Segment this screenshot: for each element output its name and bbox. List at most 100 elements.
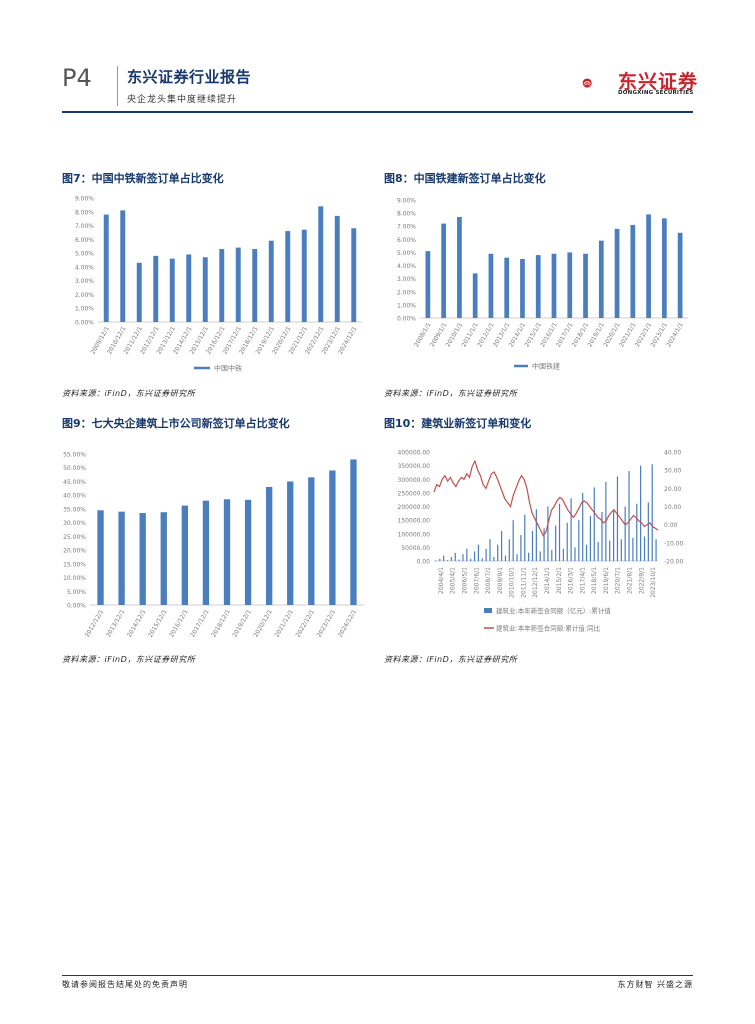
x-tick-label: 2011/11/1 xyxy=(520,567,527,598)
bar xyxy=(504,257,510,318)
bar xyxy=(454,552,456,561)
bar xyxy=(612,509,615,561)
y-tick-label: 5.00% xyxy=(75,251,94,258)
x-tick-label: 2013/12/1 xyxy=(105,608,127,638)
footer-rule xyxy=(62,975,693,976)
x-tick-label: 2007/6/1 xyxy=(473,567,480,594)
x-tick-label: 2022/12/1 xyxy=(295,608,317,638)
bar xyxy=(624,506,626,561)
y-tick-label: 9.00% xyxy=(75,196,94,203)
x-tick-label: 2017/4/1 xyxy=(579,567,586,594)
bar xyxy=(301,229,307,322)
y-right-tick-label: -10.00 xyxy=(664,540,684,547)
bar xyxy=(493,556,495,561)
x-tick-label: 2010/10/1 xyxy=(509,567,516,598)
bar xyxy=(646,214,651,318)
bar xyxy=(223,499,231,605)
logo-subtext: DONGXING SECURITIES xyxy=(618,90,694,96)
bar xyxy=(97,510,104,605)
bar xyxy=(435,560,437,561)
bar xyxy=(558,503,561,561)
figure-8-title: 图8：中国铁建新签订单占比变化 xyxy=(384,172,546,185)
y-tick-label: 1.00% xyxy=(397,302,416,309)
bar xyxy=(636,503,638,561)
y-tick-label: 50.00% xyxy=(63,465,86,472)
x-tick-label: 2018/12/1 xyxy=(210,608,232,638)
y-left-tick-label: 200000.00 xyxy=(398,504,431,511)
bar xyxy=(472,273,478,318)
y-tick-label: 1.00% xyxy=(75,306,94,313)
x-tick-label: 2012/12/1 xyxy=(84,608,106,638)
y-left-tick-label: 400000.00 xyxy=(398,450,431,457)
logo-text: 东兴证券 xyxy=(618,71,699,93)
bar xyxy=(481,558,483,561)
header-rule xyxy=(62,111,693,113)
y-right-tick-label: 0.00 xyxy=(664,522,678,529)
bar xyxy=(609,540,611,561)
bar xyxy=(285,231,291,322)
report-subtitle: 央企龙头集中度继续提升 xyxy=(127,95,238,105)
bar xyxy=(555,525,557,561)
x-tick-label: 2006/5/1 xyxy=(461,567,468,594)
y-tick-label: 30.00% xyxy=(63,520,86,527)
figure-7-title: 图7：中国中铁新签订单占比变化 xyxy=(62,172,224,185)
x-tick-label: 2014/12/1 xyxy=(126,608,148,638)
bar xyxy=(585,544,588,561)
bar xyxy=(235,247,241,322)
x-tick-label: 2017/12/1 xyxy=(189,608,211,638)
bar xyxy=(593,487,595,561)
y-right-tick-label: 40.00 xyxy=(664,450,681,457)
y-tick-label: 0.00% xyxy=(67,603,86,610)
y-tick-label: 0.00% xyxy=(397,316,416,323)
y-tick-label: 40.00% xyxy=(63,493,86,500)
bar xyxy=(489,539,491,561)
bar xyxy=(265,486,273,605)
x-tick-label: 2009/9/1 xyxy=(497,567,504,594)
bar xyxy=(441,223,447,318)
legend-label-bar: 建筑业:本年新签合同额（亿元）:累计值 xyxy=(496,606,611,615)
bar xyxy=(535,255,541,318)
y-tick-label: 5.00% xyxy=(397,250,416,257)
y-tick-label: 3.00% xyxy=(397,276,416,283)
bar xyxy=(186,254,192,322)
x-tick-label: 2005/4/1 xyxy=(450,567,457,594)
figure-9-title: 图9：七大央企建筑上市公司新签订单占比变化 xyxy=(62,417,290,430)
x-tick-label: 2023/10/1 xyxy=(650,567,657,598)
x-tick-label: 2012/12/1 xyxy=(532,567,539,598)
bar xyxy=(446,560,449,561)
bar xyxy=(520,535,522,561)
bar xyxy=(651,464,653,561)
bar xyxy=(103,214,109,322)
bar xyxy=(616,476,619,561)
bar xyxy=(551,550,553,561)
y-tick-label: 8.00% xyxy=(75,209,94,216)
dongxing-logo-icon xyxy=(582,78,592,88)
bar xyxy=(244,499,252,605)
bar xyxy=(551,253,557,318)
figure-9-source: 资料来源：iFinD，东兴证券研究所 xyxy=(62,655,196,664)
bar xyxy=(139,513,146,605)
y-tick-label: 3.00% xyxy=(75,278,94,285)
bar xyxy=(578,520,580,561)
bar xyxy=(450,556,452,561)
bar xyxy=(632,537,634,561)
y-tick-label: 55.00% xyxy=(63,452,86,459)
figure-8-source: 资料来源：iFinD，东兴证券研究所 xyxy=(384,389,518,398)
x-tick-label: 2004/4/1 xyxy=(438,567,445,594)
bar xyxy=(485,548,487,561)
bar xyxy=(118,511,125,605)
chart-fig9: 0.00% 5.00% 10.00% 15.00% 20.00% 25.00% 30.00%… xyxy=(63,452,364,638)
bar xyxy=(466,548,468,561)
bar xyxy=(153,255,159,322)
bar xyxy=(508,539,510,561)
bar xyxy=(566,522,568,561)
bar xyxy=(630,224,636,318)
bar xyxy=(443,555,445,561)
bar xyxy=(655,539,657,561)
bar xyxy=(473,551,476,561)
bar xyxy=(504,555,507,561)
y-tick-label: 10.00% xyxy=(63,575,86,582)
bar xyxy=(583,253,588,318)
legend-label-line: 建筑业:本年新签合同额:累计值:同比 xyxy=(496,624,601,633)
y-left-tick-label: 350000.00 xyxy=(398,463,431,470)
